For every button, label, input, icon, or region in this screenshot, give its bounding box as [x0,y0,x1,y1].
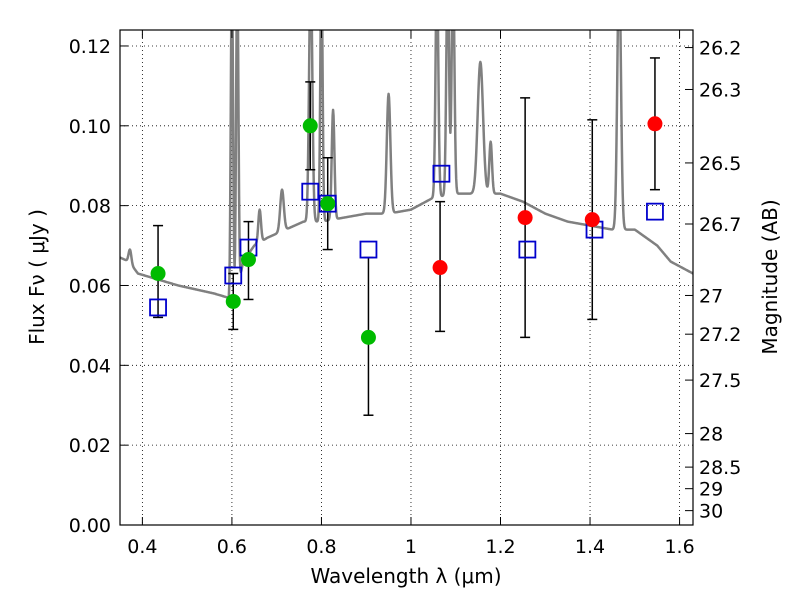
model-square-point [318,194,337,213]
mag-tick-label: 26.2 [699,38,741,60]
observed-point [225,293,241,309]
mag-tick-label: 27 [699,285,723,307]
observed-point [240,252,256,268]
mag-tick-label: 28.5 [699,457,741,479]
plot-area [120,30,693,416]
mag-tick-label: 27.2 [699,324,741,346]
observed-point [432,260,448,276]
model-square-point [646,202,664,221]
mag-tick-label: 30 [699,501,723,523]
y2-axis-label: Magnitude (AB) [758,199,782,354]
y-tick-label: 0.10 [69,116,111,138]
observed-point [320,196,336,212]
mag-tick-label: 28 [699,424,723,446]
x-tick-label: 1 [405,536,417,558]
axis-ticks [120,30,693,526]
mag-tick-label: 29 [699,479,723,501]
y-axis-label: Flux Fν ( μJy ) [25,209,49,345]
y-tick-label: 0.00 [69,515,111,537]
y-tick-label: 0.06 [69,275,111,297]
plot-frame [119,29,694,526]
observed-points [150,116,663,345]
y-tick-labels: 0.00 0.02 0.04 0.06 0.08 0.10 0.12 [69,36,111,537]
observed-point [584,212,600,228]
observed-point [647,116,663,132]
mag-tick-label: 26.3 [699,79,741,101]
model-square-point [432,164,451,183]
observed-point [150,266,166,282]
y-tick-label: 0.12 [69,36,111,58]
mag-tick-label: 26.7 [699,214,741,236]
model-square-point [518,240,537,259]
grid-lines [120,30,693,526]
model-square-point [359,240,378,259]
observed-point [302,118,318,134]
observed-point [360,329,376,345]
y-tick-label: 0.08 [69,196,111,218]
model-square-point [224,266,243,285]
x-tick-label: 1.4 [575,536,605,558]
y-tick-label: 0.02 [69,435,111,457]
model-square-point [301,182,320,201]
model-squares [149,164,664,317]
x-tick-labels: 0.4 0.6 0.8 1 1.2 1.4 1.6 [127,536,694,558]
model-sed-spectrum-line [120,30,693,301]
x-axis-label: Wavelength λ (μm) [310,564,501,588]
y-tick-label: 0.04 [69,355,111,377]
mag-tick-label: 26.5 [699,153,741,175]
observed-point [517,210,533,226]
x-tick-label: 0.6 [217,536,247,558]
x-tick-label: 1.2 [485,536,515,558]
model-square-point [149,298,167,317]
x-tick-label: 0.8 [306,536,336,558]
x-tick-label: 0.4 [127,536,157,558]
x-tick-label: 1.6 [664,536,694,558]
mag-tick-label: 27.5 [699,370,741,392]
